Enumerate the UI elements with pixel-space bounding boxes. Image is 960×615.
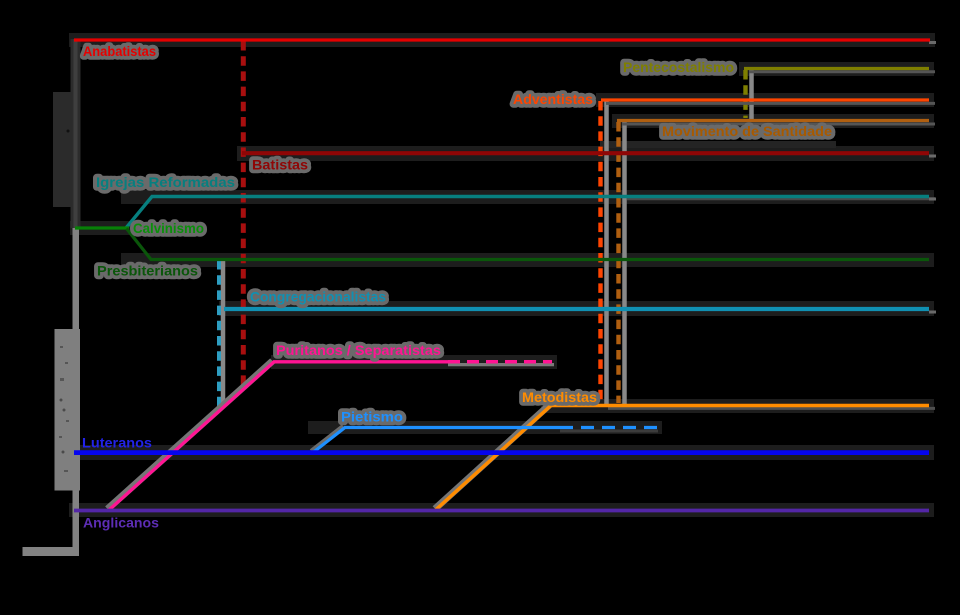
svg-text:Congregacionalistas: Congregacionalistas [250, 289, 386, 305]
svg-text:Anglicanos: Anglicanos [83, 515, 159, 531]
svg-text:Calvinismo: Calvinismo [133, 220, 204, 236]
svg-text:Puritanos / Separatistas: Puritanos / Separatistas [276, 342, 441, 358]
svg-text:Anabatistas: Anabatistas [83, 43, 156, 59]
svg-text:Pietismo: Pietismo [341, 409, 403, 425]
svg-text:Movimento de Santidade: Movimento de Santidade [662, 123, 832, 139]
svg-text:Metodistas: Metodistas [522, 389, 597, 405]
svg-text:Adventistas: Adventistas [513, 91, 593, 107]
svg-text:Presbiterianos: Presbiterianos [97, 263, 198, 279]
svg-text:Pentecostalismo: Pentecostalismo [623, 59, 734, 75]
svg-text:Luteranos: Luteranos [82, 435, 152, 451]
svg-text:Batistas: Batistas [252, 157, 308, 173]
svg-text:Igrejas Reformadas: Igrejas Reformadas [96, 174, 235, 190]
